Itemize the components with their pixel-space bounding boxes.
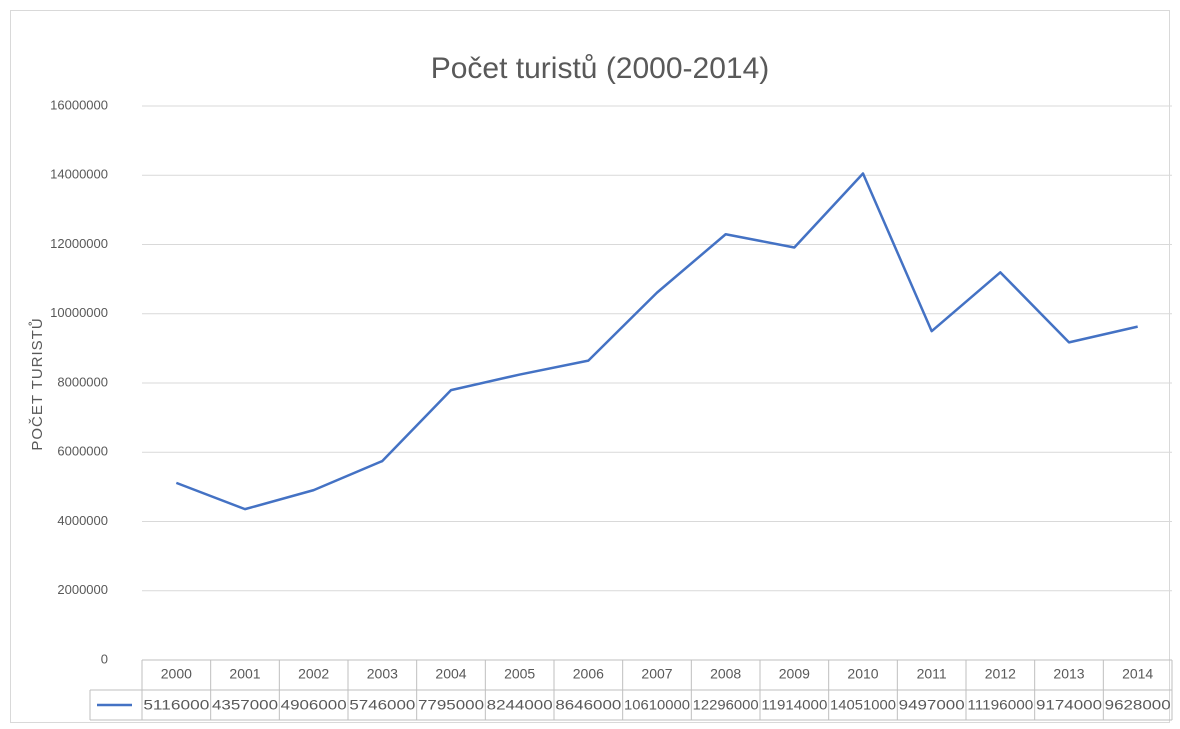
x-tick-label: 2009: [779, 666, 810, 682]
table-value: 4906000: [281, 698, 347, 713]
x-tick-label: 2006: [573, 666, 604, 682]
table-value: 4357000: [212, 698, 278, 713]
x-tick-label: 2008: [710, 666, 741, 682]
x-tick-label: 2012: [985, 666, 1016, 682]
x-tick-label: 2005: [504, 666, 535, 682]
y-tick-label: 6000000: [57, 444, 108, 459]
table-value: 8244000: [487, 698, 553, 713]
x-tick-label: 2007: [641, 666, 672, 682]
table-value: 9628000: [1105, 698, 1171, 713]
table-value: 11196000: [967, 698, 1033, 713]
x-tick-label: 2003: [367, 666, 398, 682]
table-value: 10610000: [624, 698, 690, 713]
x-tick-label: 2014: [1122, 666, 1153, 682]
y-tick-label: 2000000: [57, 582, 108, 597]
table-value: 9497000: [899, 698, 965, 713]
x-tick-label: 2010: [847, 666, 878, 682]
table-value: 5746000: [349, 698, 415, 713]
y-axis-label: POČET TURISTŮ: [28, 317, 46, 450]
table-value: 12296000: [693, 698, 759, 713]
x-tick-label: 2013: [1053, 666, 1084, 682]
y-tick-label: 0: [101, 651, 108, 666]
x-tick-label: 2002: [298, 666, 329, 682]
table-value: 14051000: [830, 698, 896, 713]
y-tick-label: 16000000: [50, 97, 108, 112]
x-tick-label: 2004: [435, 666, 466, 682]
table-value: 8646000: [555, 698, 621, 713]
chart-border: [10, 10, 1170, 723]
table-value: 5116000: [143, 698, 209, 713]
y-tick-label: 10000000: [50, 305, 108, 320]
y-tick-label: 12000000: [50, 236, 108, 251]
y-tick-label: 14000000: [50, 167, 108, 182]
y-tick-label: 4000000: [57, 513, 108, 528]
table-value: 11914000: [761, 698, 827, 713]
line-series: [175, 172, 1138, 511]
table-value: 7795000: [418, 698, 484, 713]
x-tick-label: 2001: [229, 666, 260, 682]
x-tick-label: 2011: [917, 666, 947, 682]
table-value: 9174000: [1036, 698, 1102, 713]
y-tick-label: 8000000: [57, 374, 108, 389]
x-tick-label: 2000: [161, 666, 192, 682]
chart-title: Počet turistů (2000-2014): [431, 52, 770, 85]
